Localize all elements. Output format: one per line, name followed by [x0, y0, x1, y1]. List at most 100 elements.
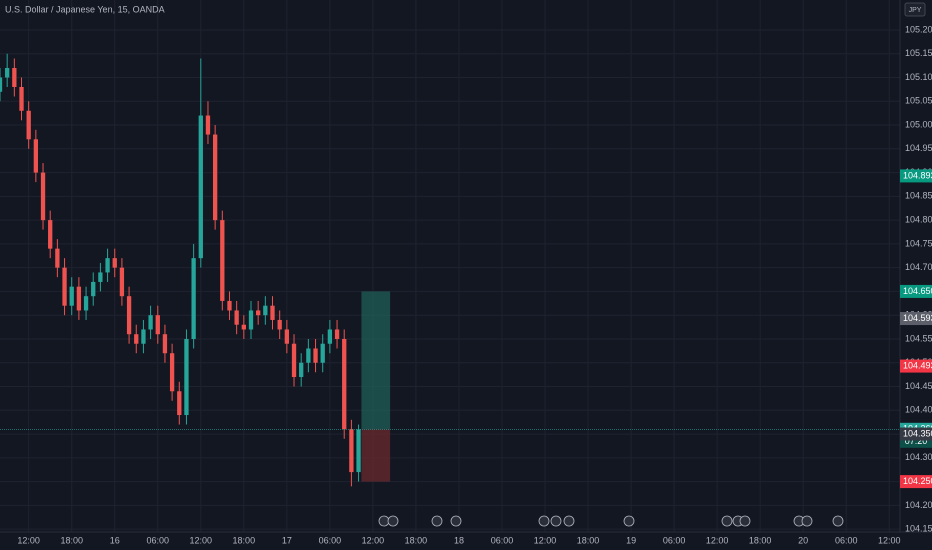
y-tick-label: 104.800	[905, 214, 932, 224]
candle-body	[220, 220, 225, 301]
event-icon[interactable]	[550, 515, 562, 527]
price-label: 104.493	[903, 360, 932, 370]
candle-body	[334, 329, 340, 339]
candle-body	[299, 362, 304, 378]
y-tick-label: 105.100	[905, 72, 932, 82]
candle-body	[205, 115, 211, 135]
candle-body	[284, 329, 290, 344]
y-tick-label: 105.000	[905, 119, 932, 129]
x-tick-label: 06:00	[835, 535, 858, 545]
event-icon[interactable]	[387, 515, 399, 527]
candle-body	[134, 334, 139, 344]
event-icon[interactable]	[378, 515, 390, 527]
y-tick-label: 104.200	[905, 500, 932, 510]
candle-body	[119, 267, 125, 297]
candle-body	[291, 343, 297, 378]
y-tick-label: 105.150	[905, 48, 932, 58]
candle-body	[12, 67, 17, 88]
candle-body	[19, 87, 24, 111]
candle-body	[48, 220, 53, 249]
y-tick-label: 104.700	[905, 262, 932, 272]
candle-body	[155, 315, 160, 335]
price-label-box	[900, 427, 932, 441]
event-icon[interactable]	[450, 515, 462, 527]
x-tick-label: 06:00	[147, 535, 170, 545]
chart-title[interactable]: U.S. Dollar / Japanese Yen, 15, OANDA	[5, 4, 165, 14]
event-icon[interactable]	[739, 515, 751, 527]
candle-body	[55, 248, 60, 268]
candle-body	[26, 110, 31, 140]
price-label-box	[900, 312, 932, 326]
x-tick-label: 12:00	[534, 535, 557, 545]
currency-box[interactable]	[904, 2, 926, 17]
x-tick-label: 16	[110, 535, 120, 545]
price-label-box	[900, 169, 932, 183]
x-tick-label: 18:00	[233, 535, 256, 545]
candle-body	[234, 310, 239, 325]
candle-body	[177, 391, 182, 416]
price-label-box	[900, 359, 932, 373]
candle-body	[98, 272, 103, 282]
x-tick-label: 12:00	[17, 535, 40, 545]
candle-body	[263, 305, 268, 316]
x-tick-label: 06:00	[663, 535, 686, 545]
candle-body	[349, 429, 354, 473]
price-label-box	[900, 475, 932, 489]
x-tick-label: 18	[454, 535, 464, 545]
candle-body	[62, 267, 67, 306]
x-tick-label: 17	[282, 535, 292, 545]
candle-body	[306, 348, 311, 363]
x-tick-label: 12:00	[190, 535, 213, 545]
y-tick-label: 104.550	[905, 333, 932, 343]
candle-body	[356, 429, 361, 473]
y-tick-label: 105.200	[905, 24, 932, 34]
event-icon[interactable]	[721, 515, 733, 527]
candle-body	[33, 139, 39, 173]
price-label-box	[900, 284, 932, 298]
event-icon[interactable]	[563, 515, 575, 527]
currency-label[interactable]: JPY	[909, 7, 922, 14]
price-label: 104.250	[903, 476, 932, 486]
axes: 104.150 104.200 104.250 104.300 104.350 104.4…	[17, 24, 932, 545]
y-tick-label: 104.400	[905, 405, 932, 415]
event-icons	[378, 515, 844, 527]
candle-body	[313, 348, 318, 363]
plot-area	[0, 53, 900, 487]
candle-body	[327, 329, 333, 344]
y-tick-label: 104.300	[905, 452, 932, 462]
candle-body	[69, 286, 74, 306]
event-icon[interactable]	[431, 515, 443, 527]
event-icon[interactable]	[801, 515, 813, 527]
price-label: 104.593	[903, 313, 932, 323]
event-icon[interactable]	[538, 515, 550, 527]
position-profit	[361, 291, 391, 430]
candle-body	[169, 353, 175, 392]
x-tick-label: 12:00	[878, 535, 901, 545]
y-tick-label: 104.450	[905, 381, 932, 391]
x-tick-label: 19	[626, 535, 636, 545]
x-tick-label: 18:00	[405, 535, 428, 545]
x-tick-label: 06:00	[491, 535, 514, 545]
price-label: 104.350	[903, 428, 932, 438]
candle-body	[162, 334, 168, 354]
price-label: 104.893	[903, 170, 932, 180]
x-tick-label: 20	[798, 535, 808, 545]
candle-body	[148, 315, 153, 330]
candle-body	[5, 67, 10, 78]
x-tick-label: 18:00	[60, 535, 83, 545]
price-label: 104.650	[903, 286, 932, 296]
candle-body	[256, 310, 261, 316]
position-loss	[361, 429, 391, 482]
candle-body	[141, 329, 146, 344]
candle-body	[212, 134, 218, 221]
candle-body	[227, 300, 232, 311]
x-tick-label: 12:00	[362, 535, 385, 545]
candle-body	[76, 286, 82, 311]
x-tick-label: 18:00	[749, 535, 772, 545]
event-icon[interactable]	[623, 515, 635, 527]
candle-body	[277, 319, 282, 330]
candle-body	[91, 281, 96, 297]
event-icon[interactable]	[832, 515, 844, 527]
